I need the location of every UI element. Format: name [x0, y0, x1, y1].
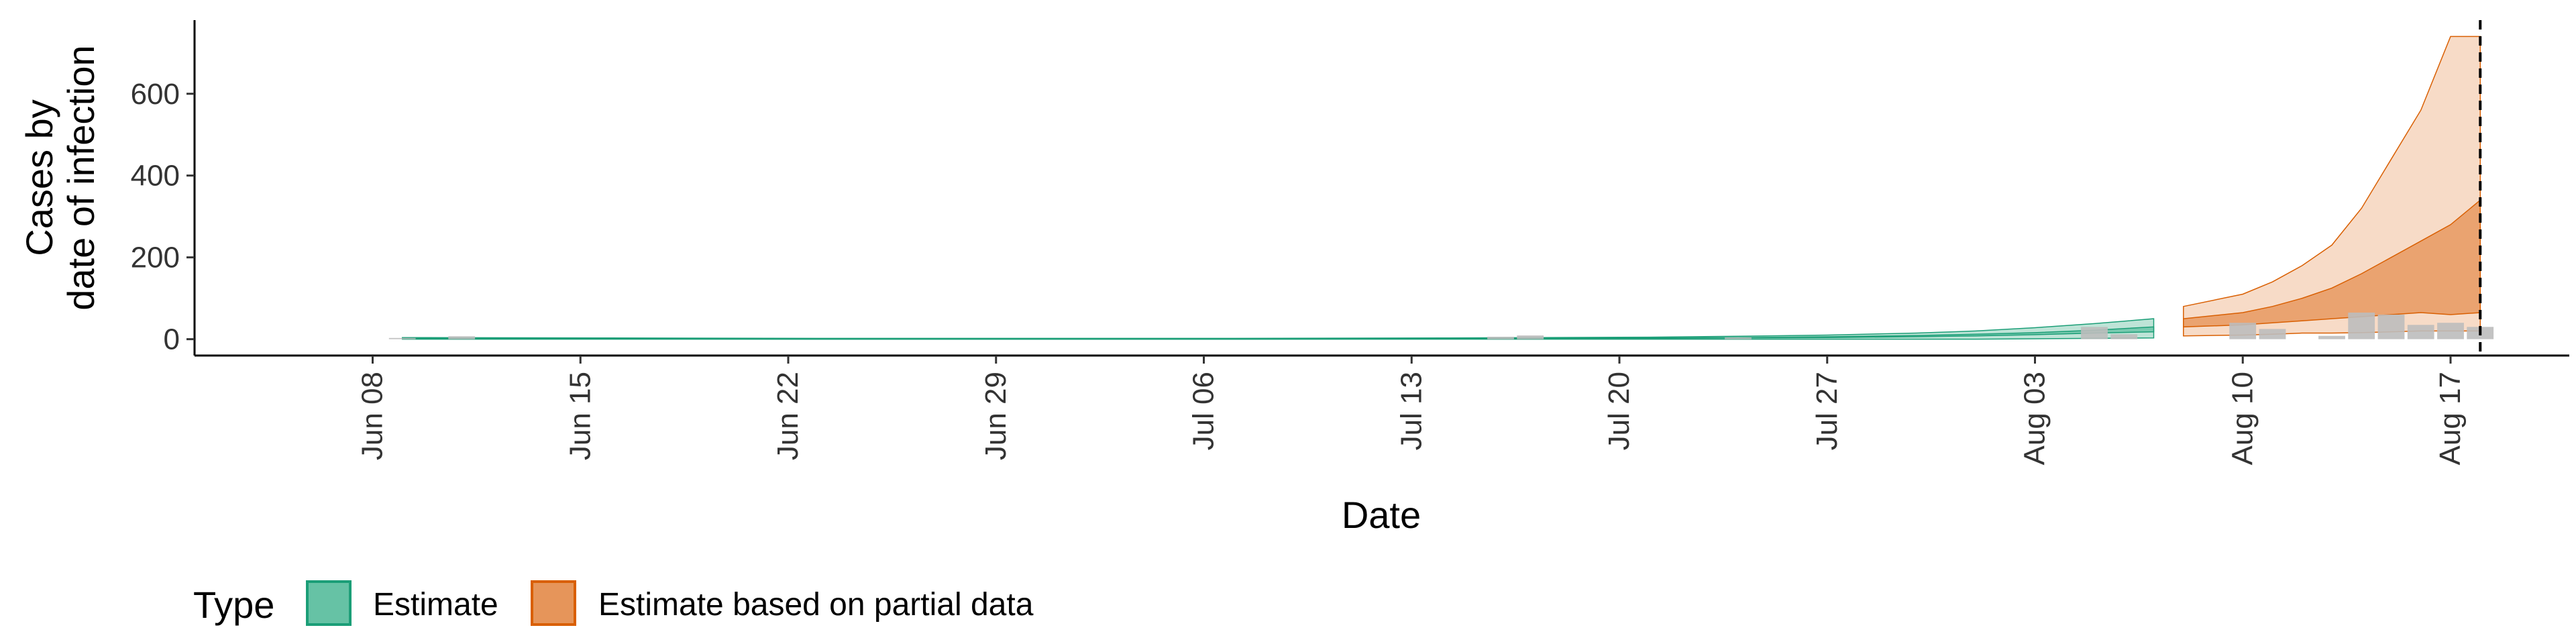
axes: 0 200 400 600 Jun 08 Jun 15 Jun 22 Jun 29 Jul 0…	[131, 20, 2569, 465]
observed-bar	[2318, 335, 2345, 339]
observed-bar	[2348, 313, 2375, 339]
y-tick-label: 400	[131, 160, 180, 193]
observed-bar	[2259, 329, 2286, 339]
x-tick-label: Jun 29	[979, 372, 1012, 460]
observed-bar	[2437, 323, 2464, 339]
legend-key-estimate	[306, 580, 352, 626]
x-tick-label: Jul 13	[1395, 372, 1428, 450]
y-tick-label: 600	[131, 78, 180, 111]
x-tick-label: Aug 10	[2226, 372, 2259, 465]
x-axis-title: Date	[1342, 494, 1421, 536]
y-tick-label: 200	[131, 241, 180, 274]
observed-bar	[2407, 325, 2434, 339]
observed-bar	[2229, 323, 2257, 339]
x-tick-label: Aug 03	[2019, 372, 2051, 465]
y-axis-title: Cases by date of infection	[18, 45, 102, 310]
x-tick-label: Jun 22	[771, 372, 804, 460]
observed-bar	[1725, 337, 1752, 339]
y-axis-title-line2: date of infection	[60, 45, 102, 310]
legend-title: Type	[193, 584, 274, 626]
legend-label-estimate: Estimate	[373, 587, 498, 623]
observed-bars	[388, 313, 2494, 339]
x-tick-label: Aug 17	[2434, 372, 2467, 465]
ribbons	[402, 36, 2481, 340]
x-tick-label: Jun 08	[356, 372, 389, 460]
observed-bar	[448, 336, 476, 339]
plot-area	[388, 20, 2494, 356]
y-tick-label: 0	[164, 323, 180, 356]
x-tick-label: Jul 06	[1187, 372, 1220, 450]
y-axis-title-line1: Cases by	[18, 99, 60, 256]
estimate-inner-ribbon	[402, 326, 2155, 340]
x-ticks: Jun 08 Jun 15 Jun 22 Jun 29 Jul 06 Jul 13 Jul …	[356, 356, 2467, 465]
x-tick-label: Jul 20	[1603, 372, 1635, 450]
observed-bar	[2377, 315, 2405, 339]
observed-bar	[2110, 334, 2138, 339]
legend-label-partial: Estimate based on partial data	[598, 587, 1034, 623]
observed-bar	[2081, 327, 2108, 339]
x-tick-label: Jul 27	[1811, 372, 1843, 450]
legend-key-partial	[531, 580, 576, 626]
legend: Type Estimate Estimate based on partial …	[193, 580, 1034, 626]
observed-bar	[1517, 335, 1544, 339]
observed-bar	[1487, 337, 1514, 339]
y-ticks: 0 200 400 600	[131, 78, 195, 356]
x-tick-label: Jun 15	[564, 372, 596, 460]
observed-bar	[388, 337, 416, 339]
